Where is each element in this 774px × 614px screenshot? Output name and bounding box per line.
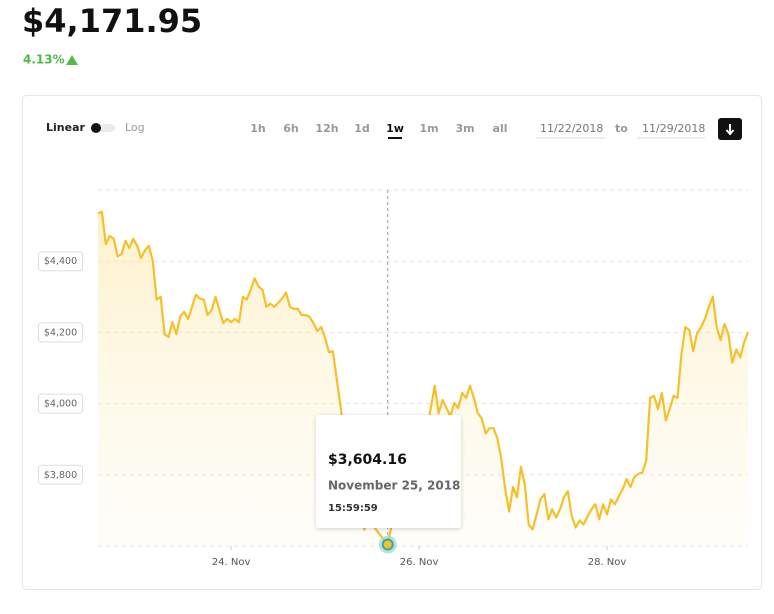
line xyxy=(97,210,750,546)
plot: $3,800 $4,000 $4,200 $4,400 24. Nov 26. Nov 28… xyxy=(38,189,750,568)
download-icon xyxy=(725,124,735,136)
change: 4.13% xyxy=(23,53,65,67)
range-button[interactable]: 12h xyxy=(315,122,338,135)
hover-point xyxy=(381,538,394,551)
range-button[interactable]: 1h xyxy=(250,122,266,135)
x-tick-label: 26. Nov xyxy=(400,557,439,568)
x-tick-label: 28. Nov xyxy=(588,557,627,568)
range-button[interactable]: 1d xyxy=(354,122,370,135)
x-tick-label: 24. Nov xyxy=(212,557,251,568)
y-tick-box xyxy=(38,464,83,485)
range-button[interactable]: all xyxy=(493,122,508,135)
range-button[interactable]: 6h xyxy=(283,122,299,135)
y-tick-label: $4,400 xyxy=(44,256,77,267)
y-tick-box xyxy=(38,393,83,414)
overlay: $3,604.16 November 25, 2018 15:59:59 xyxy=(316,190,461,554)
y-tick-box xyxy=(38,322,83,343)
tooltip-price: $3,604.16 xyxy=(328,452,407,468)
price: $4,171.95 xyxy=(22,2,202,40)
area xyxy=(98,211,748,546)
range-button[interactable]: 1w xyxy=(386,122,404,135)
scale-linear[interactable]: Linear xyxy=(46,121,85,134)
date-to-label: to xyxy=(615,122,628,135)
tooltip-time: 15:59:59 xyxy=(328,503,378,514)
y-tick-label: $4,000 xyxy=(44,399,77,410)
y-tick-label: $3,800 xyxy=(44,470,77,481)
tooltip xyxy=(316,415,461,528)
date-from[interactable]: 11/22/2018 xyxy=(540,122,603,135)
toggle-knob xyxy=(91,123,101,133)
up-arrow xyxy=(66,55,78,65)
range-button[interactable]: 3m xyxy=(455,122,474,135)
range-button[interactable]: 1m xyxy=(419,122,438,135)
tooltip-date: November 25, 2018 xyxy=(328,479,460,493)
y-tick-label: $4,200 xyxy=(44,327,77,338)
y-tick-box xyxy=(38,251,83,272)
date-to[interactable]: 11/29/2018 xyxy=(642,122,705,135)
scale-log[interactable]: Log xyxy=(125,121,145,134)
